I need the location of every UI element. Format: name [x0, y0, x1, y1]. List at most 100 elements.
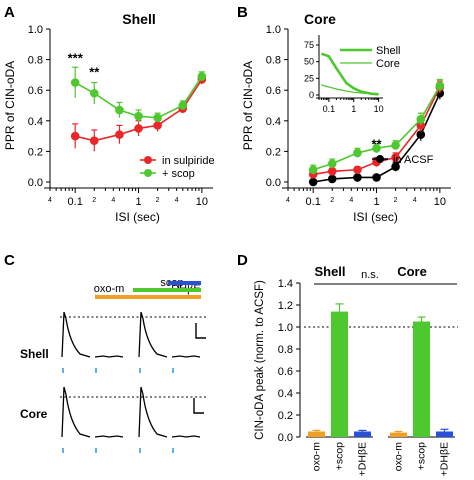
a-significance-marker: **	[89, 64, 100, 79]
a-x-tick-label: 10	[196, 196, 208, 208]
inset-x-tick-label: 1	[351, 104, 356, 114]
b-y-axis-label: PPR of CIN-oDA	[241, 61, 255, 150]
a-point	[70, 78, 80, 87]
trace	[171, 435, 201, 438]
panel-letter-a: A	[4, 4, 15, 21]
b-point	[416, 130, 426, 139]
scale-bar	[195, 323, 206, 339]
panel-letter-c: C	[4, 252, 15, 269]
trace	[61, 311, 91, 358]
b-legend-label: in ACSF	[393, 154, 434, 166]
a-y-tick-label: 0.0	[28, 177, 43, 189]
d-y-tick-label: 0.6	[278, 366, 293, 378]
inset-series-line	[321, 84, 379, 95]
b-x-minor-label: 2	[330, 197, 334, 204]
stim-marker	[139, 448, 141, 453]
stim-marker	[62, 368, 64, 373]
b-y-tick-label: 0.2	[266, 146, 281, 158]
a-x-minor-label: 2	[92, 197, 96, 204]
trace	[171, 355, 201, 358]
a-y-tick-label: 0.2	[28, 146, 43, 158]
d-bar	[413, 321, 430, 437]
stim-marker	[172, 368, 174, 373]
a-legend-swatch	[144, 156, 152, 164]
b-y-tick-label: 1.0	[266, 24, 281, 36]
panel-a-title: Shell	[122, 11, 155, 27]
a-point	[134, 111, 143, 121]
trace	[61, 386, 91, 438]
traces	[60, 311, 206, 453]
a-x-tick-label: 0.1	[68, 196, 83, 208]
oxo-m-bar	[95, 295, 201, 299]
b-point	[308, 177, 318, 187]
d-y-tick-label: 1.4	[278, 278, 293, 290]
b-y-tick-label: 0.8	[266, 55, 281, 67]
stim-marker	[139, 368, 141, 373]
inset-x-tick-label: 0.1	[323, 104, 336, 114]
a-x-minor-label: 4	[175, 197, 179, 204]
panel-letter-d: D	[237, 252, 248, 269]
d-y-tick-label: 0.8	[278, 344, 293, 356]
stim-marker	[172, 448, 174, 453]
trace	[138, 311, 168, 358]
b-x-tick-label: 10	[434, 196, 446, 208]
a-point	[89, 88, 99, 98]
b-x-minor-label: 4	[349, 197, 353, 204]
b-point	[353, 148, 362, 158]
a-y-axis-label: PPR of CIN-oDA	[3, 61, 17, 150]
trace	[94, 355, 124, 358]
panel-b: B Core 0.00.20.40.60.81.00.1 1 104 2 4 2 4ISI …	[237, 4, 451, 224]
scop-bar	[133, 288, 201, 292]
b-y-tick-label: 0.0	[266, 177, 281, 189]
b-point	[435, 81, 445, 90]
a-x-minor-label: 4	[48, 197, 52, 204]
a-y-tick-label: 0.6	[28, 85, 43, 97]
a-x-tick-label: 1	[135, 196, 141, 208]
b-point	[327, 174, 337, 184]
inset-y-tick-label: 75	[304, 40, 314, 50]
a-y-tick-label: 0.4	[28, 116, 43, 128]
d-y-tick-label: 1.0	[278, 322, 293, 334]
a-point	[70, 131, 80, 141]
a-significance-marker: ***	[68, 51, 84, 66]
b-significance-marker: **	[371, 136, 382, 151]
b-point	[353, 173, 362, 182]
d-bar	[331, 311, 348, 437]
d-y-tick-label: 0.0	[278, 432, 293, 444]
d-category-label: +DHβE	[357, 442, 369, 476]
b-x-tick-label: 0.1	[306, 196, 321, 208]
d-bar	[390, 432, 407, 437]
b-point	[308, 165, 318, 175]
a-x-axis-label: ISI (sec)	[115, 210, 160, 224]
stim-marker	[95, 368, 97, 373]
panel-letter-b: B	[237, 4, 248, 21]
d-y-tick-label: 0.4	[278, 388, 293, 400]
inset-x-tick-label: 10	[374, 104, 384, 114]
a-point	[115, 130, 124, 139]
b-x-minor-label: 2	[394, 197, 398, 204]
b-legend-swatch	[376, 155, 384, 163]
oxo-m-label: oxo-m	[94, 283, 125, 295]
dhbe-bar	[168, 281, 201, 285]
d-bar	[354, 431, 371, 437]
group-label-shell: Shell	[314, 264, 345, 279]
d-bar	[436, 431, 453, 437]
b-point	[353, 165, 362, 175]
b-x-minor-label: 4	[413, 197, 417, 204]
a-y-tick-label: 1.0	[28, 24, 43, 36]
a-y-tick-label: 0.8	[28, 55, 43, 67]
b-point	[416, 114, 426, 124]
a-legend-swatch	[144, 169, 152, 177]
d-category-label: +scop	[334, 442, 346, 470]
inset-y-tick-label: 0	[309, 90, 314, 100]
inset-legend-label: Shell	[376, 45, 400, 57]
a-x-minor-label: 2	[156, 197, 160, 204]
inset-y-tick-label: 25	[304, 73, 314, 83]
b-point	[372, 144, 381, 153]
panel-a: A Shell 0.00.20.40.60.81.00.1 1 104 2 4 2 4ISI…	[3, 4, 215, 224]
b-y-tick-label: 0.4	[266, 116, 281, 128]
